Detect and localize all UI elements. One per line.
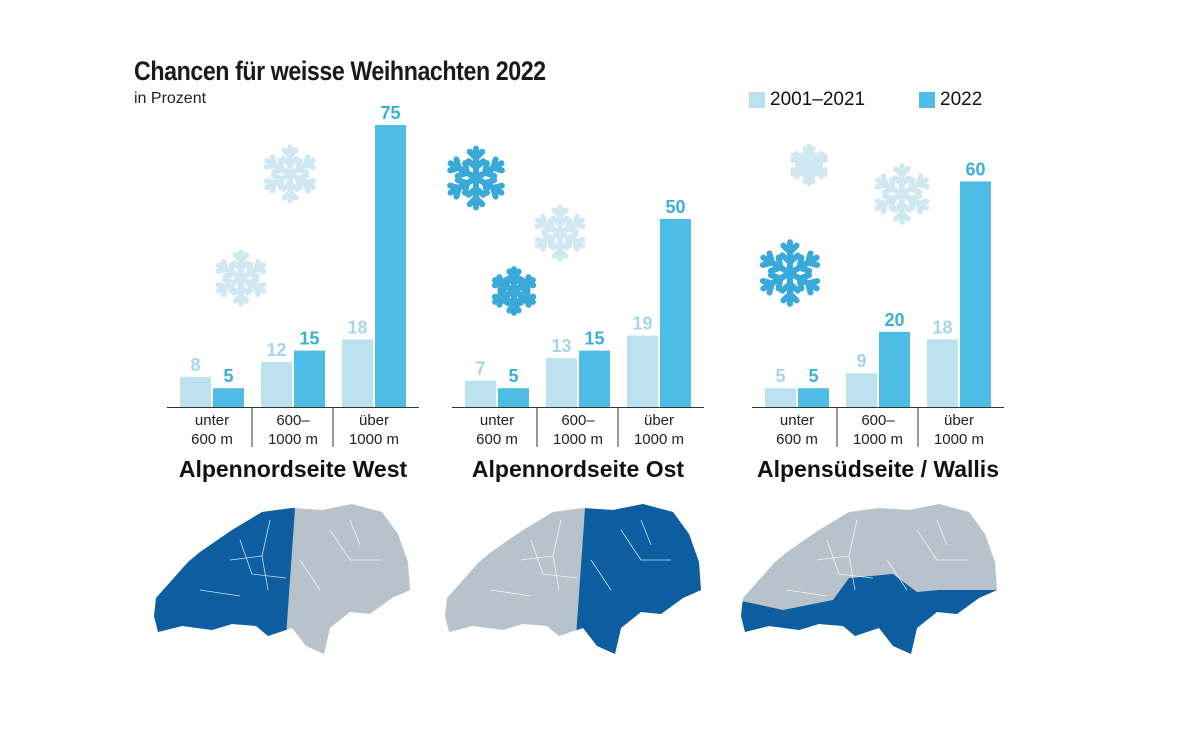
data-label: 20 [884, 310, 904, 330]
data-label: 8 [190, 355, 200, 375]
bar-historic [846, 373, 877, 407]
data-label: 18 [347, 317, 367, 337]
category-label: 1000 m [934, 431, 984, 448]
snowflake-icon [534, 207, 585, 259]
snowflake-icon [759, 242, 820, 304]
bar-2022 [798, 388, 829, 407]
bar-historic [927, 339, 958, 407]
data-label: 5 [775, 366, 785, 386]
bar-2022 [660, 219, 691, 407]
bar-historic [465, 380, 496, 407]
category-label: 600 m [191, 431, 233, 448]
bar-historic [546, 358, 577, 407]
bar-2022 [879, 331, 910, 407]
bar-2022 [498, 388, 529, 407]
snowflake-icon [264, 147, 317, 200]
category-label: 1000 m [553, 431, 603, 448]
bar-historic [342, 339, 373, 407]
category-label: über [644, 412, 674, 429]
snowflake-icon [791, 147, 827, 183]
panel-alpennordseite-west: 8 5 unter 600 m 12 15 600– 1000 m 18 75 über 1000 m… [167, 103, 419, 482]
map-alpennordseite-ost [445, 504, 701, 654]
category-label: 600– [561, 412, 595, 429]
panel-alpens-dseite-wallis: 5 5 unter 600 m 9 20 600– 1000 m 18 60 über 1000 m A… [752, 159, 1004, 482]
map-canton-borders [786, 519, 967, 597]
snowflake-icon [492, 269, 535, 313]
legend-swatch-historic [749, 92, 765, 108]
data-label: 7 [475, 359, 485, 379]
bar-2022 [294, 350, 325, 407]
category-label: 600– [861, 412, 895, 429]
region-maps [154, 504, 997, 654]
category-label: unter [780, 412, 814, 429]
snowflake-decorations [215, 147, 929, 313]
bar-2022 [960, 181, 991, 407]
category-label: unter [480, 412, 514, 429]
data-label: 15 [584, 329, 604, 349]
data-label: 13 [551, 336, 571, 356]
data-label: 5 [508, 366, 518, 386]
chart-title: Chancen für weisse Weihnachten 2022 [134, 56, 546, 86]
category-label: 600– [276, 412, 310, 429]
region-title: Alpensüdseite / Wallis [757, 456, 999, 482]
data-label: 50 [665, 197, 685, 217]
data-label: 5 [808, 366, 818, 386]
category-label: über [944, 412, 974, 429]
category-label: 600 m [476, 431, 518, 448]
snowflake-icon [874, 166, 929, 222]
legend-label-2022: 2022 [940, 89, 983, 110]
category-label: 1000 m [349, 431, 399, 448]
data-label: 18 [932, 317, 952, 337]
map-alpennordseite-west [154, 504, 410, 654]
map-canton-borders [490, 519, 671, 597]
snowflake-icon [215, 252, 266, 304]
chart-subtitle: in Prozent [134, 90, 207, 107]
legend-item-historic: 2001–2021 [749, 89, 865, 111]
bar-historic [261, 361, 292, 407]
data-label: 5 [223, 366, 233, 386]
legend-item-2022: 2022 [919, 89, 982, 111]
category-label: 1000 m [853, 431, 903, 448]
data-label: 12 [266, 340, 286, 360]
legend-swatch-2022 [919, 92, 935, 108]
snowflake-icon [447, 149, 505, 208]
legend-label-historic: 2001–2021 [770, 89, 866, 110]
region-title: Alpennordseite Ost [472, 456, 684, 482]
category-label: 1000 m [268, 431, 318, 448]
bar-2022 [213, 388, 244, 407]
panel-alpennordseite-ost: 7 5 unter 600 m 13 15 600– 1000 m 19 50 über 1000 m… [452, 197, 704, 482]
data-label: 19 [632, 314, 652, 334]
data-label: 60 [965, 159, 985, 179]
category-label: 1000 m [634, 431, 684, 448]
category-label: 600 m [776, 431, 818, 448]
map-canton-borders [199, 519, 380, 597]
category-label: über [359, 412, 389, 429]
bar-historic [180, 376, 211, 407]
data-label: 75 [380, 103, 400, 123]
data-label: 9 [856, 351, 866, 371]
bar-2022 [579, 350, 610, 407]
region-title: Alpennordseite West [179, 456, 408, 482]
data-label: 15 [299, 329, 319, 349]
bar-historic [765, 388, 796, 407]
category-label: unter [195, 412, 229, 429]
map-alpens-dseite-wallis [741, 504, 997, 654]
bar-2022 [375, 125, 406, 407]
bar-historic [627, 335, 658, 407]
